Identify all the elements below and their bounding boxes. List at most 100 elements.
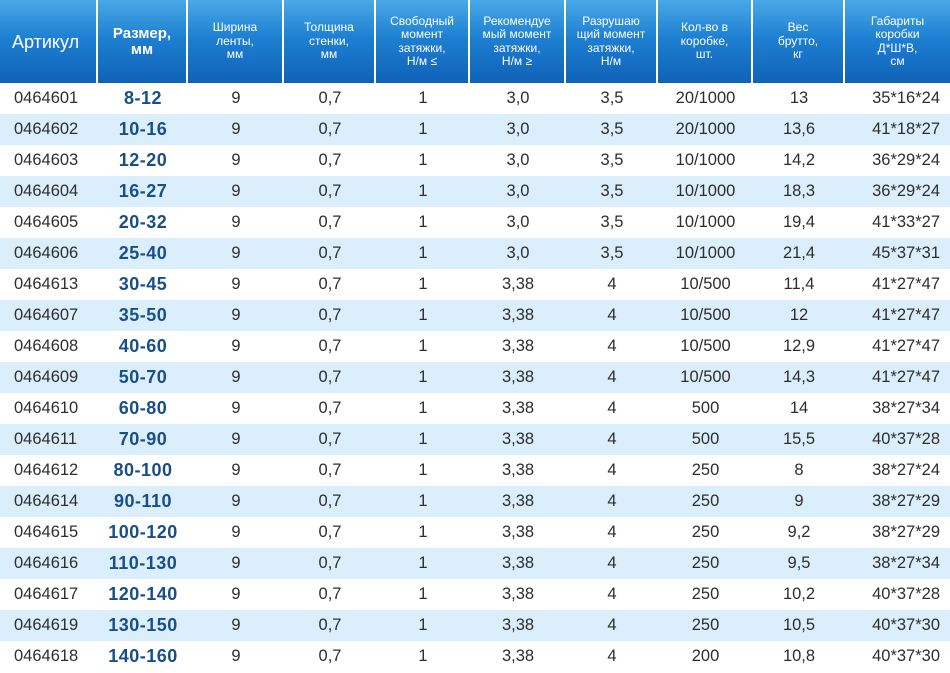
cell-box-quantity: 250 bbox=[658, 548, 753, 579]
cell-breaking-torque: 4 bbox=[566, 269, 658, 300]
cell-gross-weight: 19,4 bbox=[753, 207, 845, 238]
table-row: 0464609 50-70 9 0,7 1 3,38 4 10/500 14,3 41*27*47 bbox=[0, 362, 950, 393]
cell-tape-width: 9 bbox=[188, 362, 284, 393]
table-row: 0464611 70-90 9 0,7 1 3,38 4 500 15,5 40*37*28 bbox=[0, 424, 950, 455]
cell-free-torque: 1 bbox=[376, 238, 470, 269]
cell-box-dimensions: 36*29*24 bbox=[845, 176, 950, 207]
cell-tape-width: 9 bbox=[188, 579, 284, 610]
header-article-label: Артикул bbox=[12, 31, 80, 52]
table-row: 0464610 60-80 9 0,7 1 3,38 4 500 14 38*27*34 bbox=[0, 393, 950, 424]
cell-article: 0464603 bbox=[0, 145, 98, 176]
cell-article: 0464601 bbox=[0, 83, 98, 114]
cell-box-dimensions: 38*27*34 bbox=[845, 393, 950, 424]
cell-free-torque: 1 bbox=[376, 300, 470, 331]
cell-size: 120-140 bbox=[98, 579, 188, 610]
cell-tape-width: 9 bbox=[188, 455, 284, 486]
cell-article: 0464604 bbox=[0, 176, 98, 207]
table-row: 0464612 80-100 9 0,7 1 3,38 4 250 8 38*27*24 bbox=[0, 455, 950, 486]
cell-box-quantity: 20/1000 bbox=[658, 83, 753, 114]
cell-tape-width: 9 bbox=[188, 176, 284, 207]
table-row: 0464613 30-45 9 0,7 1 3,38 4 10/500 11,4 41*27*47 bbox=[0, 269, 950, 300]
cell-breaking-torque: 4 bbox=[566, 331, 658, 362]
cell-box-dimensions: 38*27*24 bbox=[845, 455, 950, 486]
cell-box-dimensions: 38*27*29 bbox=[845, 486, 950, 517]
cell-gross-weight: 14,3 bbox=[753, 362, 845, 393]
cell-recommended-torque: 3,38 bbox=[470, 641, 566, 672]
table-body: 0464601 8-12 9 0,7 1 3,0 3,5 20/1000 13 35*16*24 0… bbox=[0, 83, 950, 672]
cell-tape-width: 9 bbox=[188, 393, 284, 424]
table-row: 0464602 10-16 9 0,7 1 3,0 3,5 20/1000 13,6 41*18*… bbox=[0, 114, 950, 145]
cell-box-quantity: 10/500 bbox=[658, 362, 753, 393]
header-recommended-torque-line: затяжки, bbox=[493, 40, 541, 55]
cell-article: 0464607 bbox=[0, 300, 98, 331]
cell-box-quantity: 10/1000 bbox=[658, 145, 753, 176]
header-box-quantity-line: коробке, bbox=[680, 33, 729, 48]
cell-box-quantity: 250 bbox=[658, 455, 753, 486]
cell-gross-weight: 13 bbox=[753, 83, 845, 114]
cell-box-dimensions: 40*37*30 bbox=[845, 610, 950, 641]
header-breaking-torque-line: затяжки, bbox=[587, 40, 635, 55]
cell-wall-thickness: 0,7 bbox=[284, 610, 376, 641]
cell-wall-thickness: 0,7 bbox=[284, 331, 376, 362]
cell-size: 70-90 bbox=[98, 424, 188, 455]
cell-gross-weight: 15,5 bbox=[753, 424, 845, 455]
header-wall-thickness-line: стенки, bbox=[309, 33, 349, 48]
header-box-dimensions-line: Габариты bbox=[870, 13, 925, 28]
cell-free-torque: 1 bbox=[376, 579, 470, 610]
header-gross-weight-line: брутто, bbox=[777, 33, 819, 48]
cell-free-torque: 1 bbox=[376, 424, 470, 455]
cell-wall-thickness: 0,7 bbox=[284, 300, 376, 331]
cell-box-quantity: 200 bbox=[658, 641, 753, 672]
cell-box-dimensions: 36*29*24 bbox=[845, 145, 950, 176]
cell-wall-thickness: 0,7 bbox=[284, 114, 376, 145]
header-size: Размер, мм bbox=[98, 0, 188, 83]
header-box-dimensions-line: коробки bbox=[875, 27, 920, 41]
cell-tape-width: 9 bbox=[188, 114, 284, 145]
cell-wall-thickness: 0,7 bbox=[284, 238, 376, 269]
cell-size: 16-27 bbox=[98, 176, 188, 207]
cell-article: 0464615 bbox=[0, 517, 98, 548]
table-row: 0464618 140-160 9 0,7 1 3,38 4 200 10,8 40*37*30 bbox=[0, 641, 950, 672]
cell-breaking-torque: 3,5 bbox=[566, 145, 658, 176]
cell-tape-width: 9 bbox=[188, 610, 284, 641]
cell-box-quantity: 250 bbox=[658, 517, 753, 548]
header-free-torque-line: момент bbox=[401, 27, 443, 41]
cell-recommended-torque: 3,38 bbox=[470, 300, 566, 331]
cell-free-torque: 1 bbox=[376, 83, 470, 114]
cell-size: 12-20 bbox=[98, 145, 188, 176]
cell-gross-weight: 11,4 bbox=[753, 269, 845, 300]
cell-article: 0464605 bbox=[0, 207, 98, 238]
cell-tape-width: 9 bbox=[188, 517, 284, 548]
cell-size: 35-50 bbox=[98, 300, 188, 331]
header-size-line: мм bbox=[130, 40, 154, 58]
cell-recommended-torque: 3,38 bbox=[470, 331, 566, 362]
header-tape-width: Ширина ленты, мм bbox=[188, 0, 284, 83]
table-row: 0464614 90-110 9 0,7 1 3,38 4 250 9 38*27*29 bbox=[0, 486, 950, 517]
header-free-torque-line: затяжки, bbox=[398, 40, 446, 55]
cell-box-dimensions: 38*27*29 bbox=[845, 517, 950, 548]
cell-box-quantity: 250 bbox=[658, 610, 753, 641]
cell-recommended-torque: 3,0 bbox=[470, 238, 566, 269]
cell-wall-thickness: 0,7 bbox=[284, 362, 376, 393]
cell-box-dimensions: 41*27*47 bbox=[845, 331, 950, 362]
table-row: 0464607 35-50 9 0,7 1 3,38 4 10/500 12 41*27*47 bbox=[0, 300, 950, 331]
cell-article: 0464609 bbox=[0, 362, 98, 393]
cell-box-dimensions: 40*37*30 bbox=[845, 641, 950, 672]
cell-recommended-torque: 3,38 bbox=[470, 455, 566, 486]
cell-breaking-torque: 4 bbox=[566, 393, 658, 424]
cell-wall-thickness: 0,7 bbox=[284, 579, 376, 610]
header-wall-thickness-line: мм bbox=[320, 47, 338, 62]
cell-article: 0464610 bbox=[0, 393, 98, 424]
header-box-dimensions: Габариты коробки Д*Ш*В, см bbox=[845, 0, 950, 83]
cell-breaking-torque: 4 bbox=[566, 610, 658, 641]
cell-breaking-torque: 3,5 bbox=[566, 83, 658, 114]
cell-free-torque: 1 bbox=[376, 207, 470, 238]
cell-wall-thickness: 0,7 bbox=[284, 517, 376, 548]
cell-size: 130-150 bbox=[98, 610, 188, 641]
cell-wall-thickness: 0,7 bbox=[284, 269, 376, 300]
cell-free-torque: 1 bbox=[376, 641, 470, 672]
cell-tape-width: 9 bbox=[188, 548, 284, 579]
cell-gross-weight: 12,9 bbox=[753, 331, 845, 362]
